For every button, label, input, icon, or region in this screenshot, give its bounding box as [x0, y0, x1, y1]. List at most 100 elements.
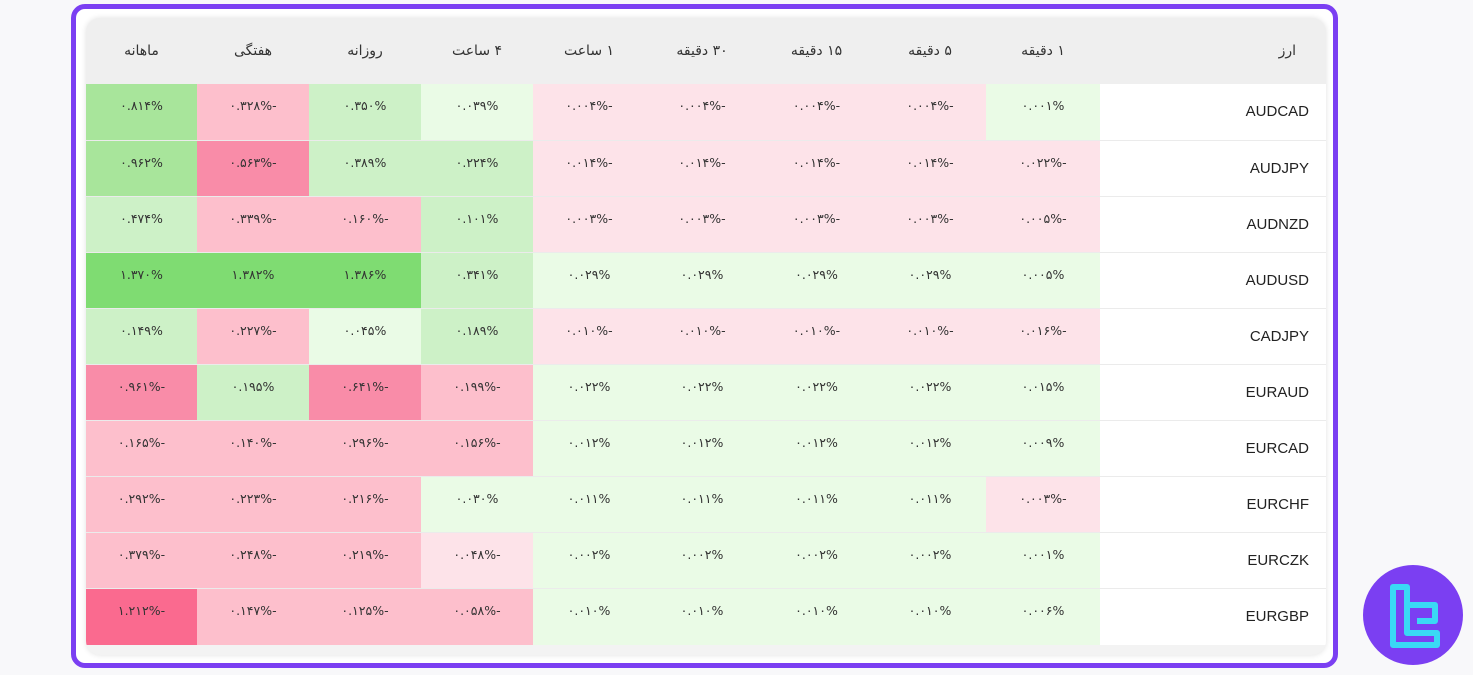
- change-cell: ۰.۰۱۱%: [533, 476, 645, 533]
- table-row: EURGBP ۰.۰۰۶% ۰.۰۱۰% ۰.۰۱۰% ۰.۰۱۰% ۰.۰۱۰% -۰.۰…: [86, 588, 1326, 645]
- header-5min: ۵ دقیقه: [874, 18, 986, 84]
- change-cell: -۰.۰۱۰%: [645, 308, 759, 365]
- table-body: AUDCAD ۰.۰۰۱% -۰.۰۰۴% -۰.۰۰۴% -۰.۰۰۴% -۰.۰۰۴%…: [86, 84, 1326, 645]
- change-cell: -۰.۱۹۹%: [421, 364, 533, 421]
- change-cell: ۰.۰۱۲%: [759, 420, 874, 477]
- change-cell: -۰.۲۹۶%: [309, 420, 421, 477]
- change-cell: -۰.۱۶۰%: [309, 196, 421, 253]
- header-1hour: ۱ ساعت: [533, 18, 645, 84]
- table-row: EURCHF -۰.۰۰۳% ۰.۰۱۱% ۰.۰۱۱% ۰.۰۱۱% ۰.۰۱۱% ۰.۰…: [86, 476, 1326, 533]
- change-cell: -۰.۱۲۵%: [309, 588, 421, 645]
- table-row: AUDNZD -۰.۰۰۵% -۰.۰۰۳% -۰.۰۰۳% -۰.۰۰۳% -۰.۰۰۳…: [86, 196, 1326, 253]
- change-cell: -۰.۰۱۰%: [533, 308, 645, 365]
- pair-cell: EURCZK: [1100, 532, 1326, 589]
- change-cell: ۰.۰۴۵%: [309, 308, 421, 365]
- change-cell: ۱.۳۸۶%: [309, 252, 421, 309]
- change-cell: ۱.۳۸۲%: [197, 252, 309, 309]
- change-cell: -۰.۲۲۷%: [197, 308, 309, 365]
- table-header-row: ارز ۱ دقیقه ۵ دقیقه ۱۵ دقیقه ۳۰ دقیقه ۱ …: [86, 18, 1326, 84]
- change-cell: ۰.۰۱۱%: [759, 476, 874, 533]
- pair-cell: EURCAD: [1100, 420, 1326, 477]
- change-cell: -۰.۳۳۹%: [197, 196, 309, 253]
- change-cell: ۰.۰۱۱%: [874, 476, 986, 533]
- logo-mark-icon: [1390, 584, 1440, 648]
- change-cell: ۰.۰۱۰%: [645, 588, 759, 645]
- change-cell: ۰.۳۸۹%: [309, 140, 421, 197]
- pair-cell: EURCHF: [1100, 476, 1326, 533]
- change-cell: -۰.۰۰۳%: [645, 196, 759, 253]
- header-30min: ۳۰ دقیقه: [645, 18, 759, 84]
- table-row: AUDJPY -۰.۰۲۲% -۰.۰۱۴% -۰.۰۱۴% -۰.۰۱۴% -۰.۰۱۴…: [86, 140, 1326, 197]
- header-pair: ارز: [1100, 18, 1326, 84]
- change-cell: ۰.۰۲۲%: [874, 364, 986, 421]
- change-cell: -۰.۰۱۴%: [874, 140, 986, 197]
- change-cell: ۰.۰۳۹%: [421, 84, 533, 141]
- change-cell: -۱.۲۱۲%: [86, 588, 197, 645]
- change-cell: -۰.۰۰۴%: [533, 84, 645, 141]
- change-cell: ۰.۰۰۹%: [986, 420, 1100, 477]
- change-cell: -۰.۲۱۶%: [309, 476, 421, 533]
- change-cell: -۰.۳۲۸%: [197, 84, 309, 141]
- change-cell: -۰.۰۰۴%: [759, 84, 874, 141]
- change-cell: -۰.۹۶۱%: [86, 364, 197, 421]
- change-cell: -۰.۰۱۴%: [759, 140, 874, 197]
- change-cell: ۰.۸۱۴%: [86, 84, 197, 141]
- pair-cell: CADJPY: [1100, 308, 1326, 365]
- change-cell: ۰.۰۰۱%: [986, 84, 1100, 141]
- change-cell: ۰.۱۹۵%: [197, 364, 309, 421]
- change-cell: ۰.۰۲۹%: [533, 252, 645, 309]
- change-cell: ۰.۱۸۹%: [421, 308, 533, 365]
- table-row: CADJPY -۰.۰۱۶% -۰.۰۱۰% -۰.۰۱۰% -۰.۰۱۰% -۰.۰۱۰…: [86, 308, 1326, 365]
- change-cell: -۰.۱۴۰%: [197, 420, 309, 477]
- change-cell: -۰.۲۴۸%: [197, 532, 309, 589]
- change-cell: -۰.۰۲۲%: [986, 140, 1100, 197]
- change-cell: -۰.۳۷۹%: [86, 532, 197, 589]
- header-weekly: هفتگی: [197, 18, 309, 84]
- change-cell: ۰.۰۰۲%: [645, 532, 759, 589]
- pair-cell: AUDUSD: [1100, 252, 1326, 309]
- change-cell: ۰.۰۰۲%: [874, 532, 986, 589]
- change-cell: -۰.۵۶۳%: [197, 140, 309, 197]
- pair-cell: EURAUD: [1100, 364, 1326, 421]
- header-daily: روزانه: [309, 18, 421, 84]
- change-cell: -۰.۲۲۳%: [197, 476, 309, 533]
- change-cell: -۰.۰۰۳%: [759, 196, 874, 253]
- change-cell: -۰.۰۱۶%: [986, 308, 1100, 365]
- change-cell: ۰.۰۱۰%: [759, 588, 874, 645]
- table-row: AUDUSD ۰.۰۰۵% ۰.۰۲۹% ۰.۰۲۹% ۰.۰۲۹% ۰.۰۲۹% ۰.۳۴…: [86, 252, 1326, 309]
- table-row: EURCAD ۰.۰۰۹% ۰.۰۱۲% ۰.۰۱۲% ۰.۰۱۲% ۰.۰۱۲% -۰.۱…: [86, 420, 1326, 477]
- change-cell: ۰.۱۴۹%: [86, 308, 197, 365]
- change-cell: ۰.۰۱۰%: [533, 588, 645, 645]
- header-15min: ۱۵ دقیقه: [759, 18, 874, 84]
- table-frame: ارز ۱ دقیقه ۵ دقیقه ۱۵ دقیقه ۳۰ دقیقه ۱ …: [71, 4, 1338, 668]
- change-cell: ۰.۰۲۹%: [874, 252, 986, 309]
- correlation-table-card: ارز ۱ دقیقه ۵ دقیقه ۱۵ دقیقه ۳۰ دقیقه ۱ …: [86, 18, 1326, 655]
- table-row: AUDCAD ۰.۰۰۱% -۰.۰۰۴% -۰.۰۰۴% -۰.۰۰۴% -۰.۰۰۴%…: [86, 84, 1326, 141]
- change-cell: ۰.۰۱۰%: [874, 588, 986, 645]
- header-1min: ۱ دقیقه: [986, 18, 1100, 84]
- currency-change-table: ارز ۱ دقیقه ۵ دقیقه ۱۵ دقیقه ۳۰ دقیقه ۱ …: [86, 18, 1326, 645]
- change-cell: ۰.۰۲۲%: [759, 364, 874, 421]
- pair-cell: AUDCAD: [1100, 84, 1326, 141]
- change-cell: ۰.۰۰۵%: [986, 252, 1100, 309]
- header-4hour: ۴ ساعت: [421, 18, 533, 84]
- change-cell: ۰.۰۰۶%: [986, 588, 1100, 645]
- change-cell: -۰.۰۰۵%: [986, 196, 1100, 253]
- change-cell: ۰.۰۲۲%: [645, 364, 759, 421]
- change-cell: ۰.۰۱۲%: [645, 420, 759, 477]
- change-cell: -۰.۰۰۴%: [874, 84, 986, 141]
- change-cell: -۰.۰۰۳%: [986, 476, 1100, 533]
- header-monthly: ماهانه: [86, 18, 197, 84]
- change-cell: -۰.۰۱۰%: [759, 308, 874, 365]
- change-cell: -۰.۰۱۴%: [533, 140, 645, 197]
- change-cell: ۰.۱۰۱%: [421, 196, 533, 253]
- change-cell: ۰.۰۰۲%: [759, 532, 874, 589]
- change-cell: ۰.۲۲۴%: [421, 140, 533, 197]
- change-cell: -۰.۰۰۴%: [645, 84, 759, 141]
- change-cell: -۰.۲۹۲%: [86, 476, 197, 533]
- change-cell: ۰.۴۷۴%: [86, 196, 197, 253]
- change-cell: -۰.۰۵۸%: [421, 588, 533, 645]
- pair-cell: AUDNZD: [1100, 196, 1326, 253]
- change-cell: -۰.۰۰۳%: [874, 196, 986, 253]
- table-row: EURAUD ۰.۰۱۵% ۰.۰۲۲% ۰.۰۲۲% ۰.۰۲۲% ۰.۰۲۲% -۰.۱…: [86, 364, 1326, 421]
